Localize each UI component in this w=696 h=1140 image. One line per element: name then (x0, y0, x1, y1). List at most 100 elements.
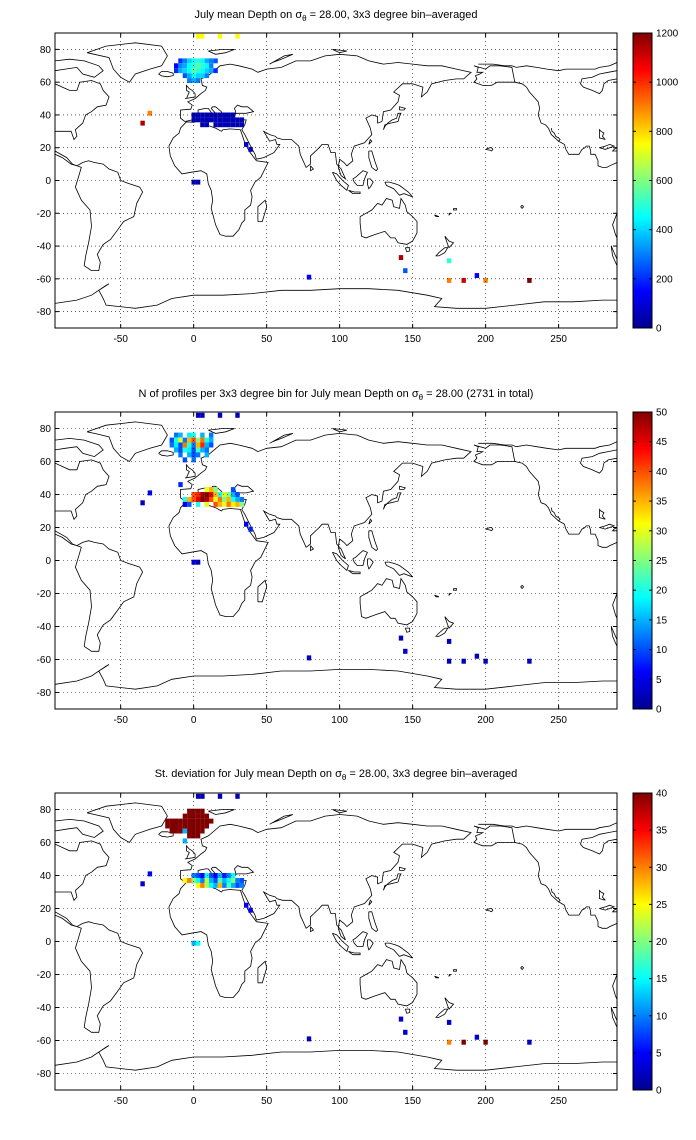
data-cell (169, 828, 174, 834)
data-cell (222, 882, 227, 888)
data-cell (217, 882, 223, 888)
coastline (550, 128, 561, 142)
colorbar-tick-label: 50 (656, 408, 668, 419)
x-tick-label: 100 (331, 334, 348, 345)
data-cell (204, 447, 209, 453)
coastline (55, 80, 110, 141)
data-cell (191, 873, 196, 878)
coastlines (55, 802, 617, 1071)
coastline (86, 802, 168, 844)
data-cell (191, 452, 196, 458)
data-cell (474, 653, 480, 659)
y-tick-label: -40 (37, 622, 52, 633)
coastline (399, 485, 407, 490)
data-cell (195, 73, 201, 79)
coastline (473, 825, 516, 847)
data-cell (222, 492, 227, 497)
data-cell (527, 1039, 532, 1045)
coastline (348, 570, 361, 575)
data-cell (200, 828, 205, 834)
colorbar-tick-label: 400 (656, 225, 673, 236)
data-cell (244, 902, 249, 908)
data-cell (200, 437, 205, 443)
x-tick-label: -50 (113, 715, 128, 726)
coastline (55, 664, 617, 690)
data-cell (200, 878, 205, 883)
data-cell (230, 497, 236, 502)
data-cell (306, 655, 312, 661)
data-cell (191, 179, 196, 185)
data-cell (191, 878, 196, 883)
data-cell (230, 492, 236, 497)
coastline (404, 627, 411, 633)
data-cell (213, 487, 218, 493)
data-cell (226, 492, 231, 497)
data-cell (222, 112, 227, 118)
coastline (359, 958, 418, 1007)
data-cell (239, 882, 245, 888)
data-cell (230, 882, 236, 888)
data-cell (195, 33, 201, 39)
y-tick-label: 20 (40, 143, 52, 154)
coastline (359, 577, 418, 626)
colorbar-tick-label: 20 (656, 937, 668, 948)
data-cell (195, 808, 201, 814)
y-tick-label: 20 (40, 904, 52, 915)
coastline (599, 143, 616, 150)
coastline (434, 594, 440, 598)
data-cell (209, 68, 214, 74)
coastline (55, 58, 104, 78)
data-cell (209, 63, 214, 69)
coastline (514, 461, 617, 548)
y-tick-label: -20 (37, 209, 52, 220)
data-cell (182, 437, 188, 443)
data-cell (527, 278, 532, 283)
coastline (485, 147, 494, 152)
coastline (485, 908, 494, 913)
coastline (399, 866, 407, 871)
y-tick-label: -40 (37, 242, 52, 253)
data-cell (187, 63, 192, 69)
coastline (368, 899, 373, 906)
data-cell (204, 68, 209, 74)
data-cell (182, 823, 188, 829)
data-cell (217, 878, 223, 883)
data-cell (204, 818, 209, 824)
data-cell (217, 412, 223, 418)
coastline (599, 904, 616, 911)
coastline (520, 204, 525, 210)
coastline (257, 579, 268, 603)
data-cell (187, 442, 192, 448)
data-cell (187, 813, 192, 819)
coastline (473, 444, 516, 466)
data-cell (200, 112, 205, 118)
data-cell (195, 878, 201, 883)
coastline (434, 214, 440, 217)
coastline (55, 459, 110, 521)
y-tick-label: -60 (37, 655, 52, 666)
data-cell (200, 497, 205, 502)
coastline (368, 530, 379, 552)
colorbar-tick-label: 1000 (656, 78, 679, 89)
data-cell (483, 1039, 488, 1045)
data-cell (226, 501, 231, 507)
coastline (448, 593, 452, 597)
coastline (453, 588, 457, 591)
data-cell (306, 274, 312, 280)
data-cell (461, 1039, 466, 1045)
data-cell (209, 882, 214, 888)
coastlines (55, 421, 617, 690)
data-cell (235, 33, 240, 39)
x-tick-label: 150 (404, 334, 421, 345)
x-tick-label: -50 (113, 334, 128, 345)
data-cell (209, 878, 214, 883)
coastline (580, 830, 617, 855)
y-tick-label: -20 (37, 970, 52, 981)
data-cell (178, 823, 183, 829)
data-cell (209, 497, 214, 502)
data-cell (178, 58, 183, 64)
data-cell (200, 412, 205, 418)
data-cell (174, 818, 179, 824)
data-cell (213, 58, 218, 64)
